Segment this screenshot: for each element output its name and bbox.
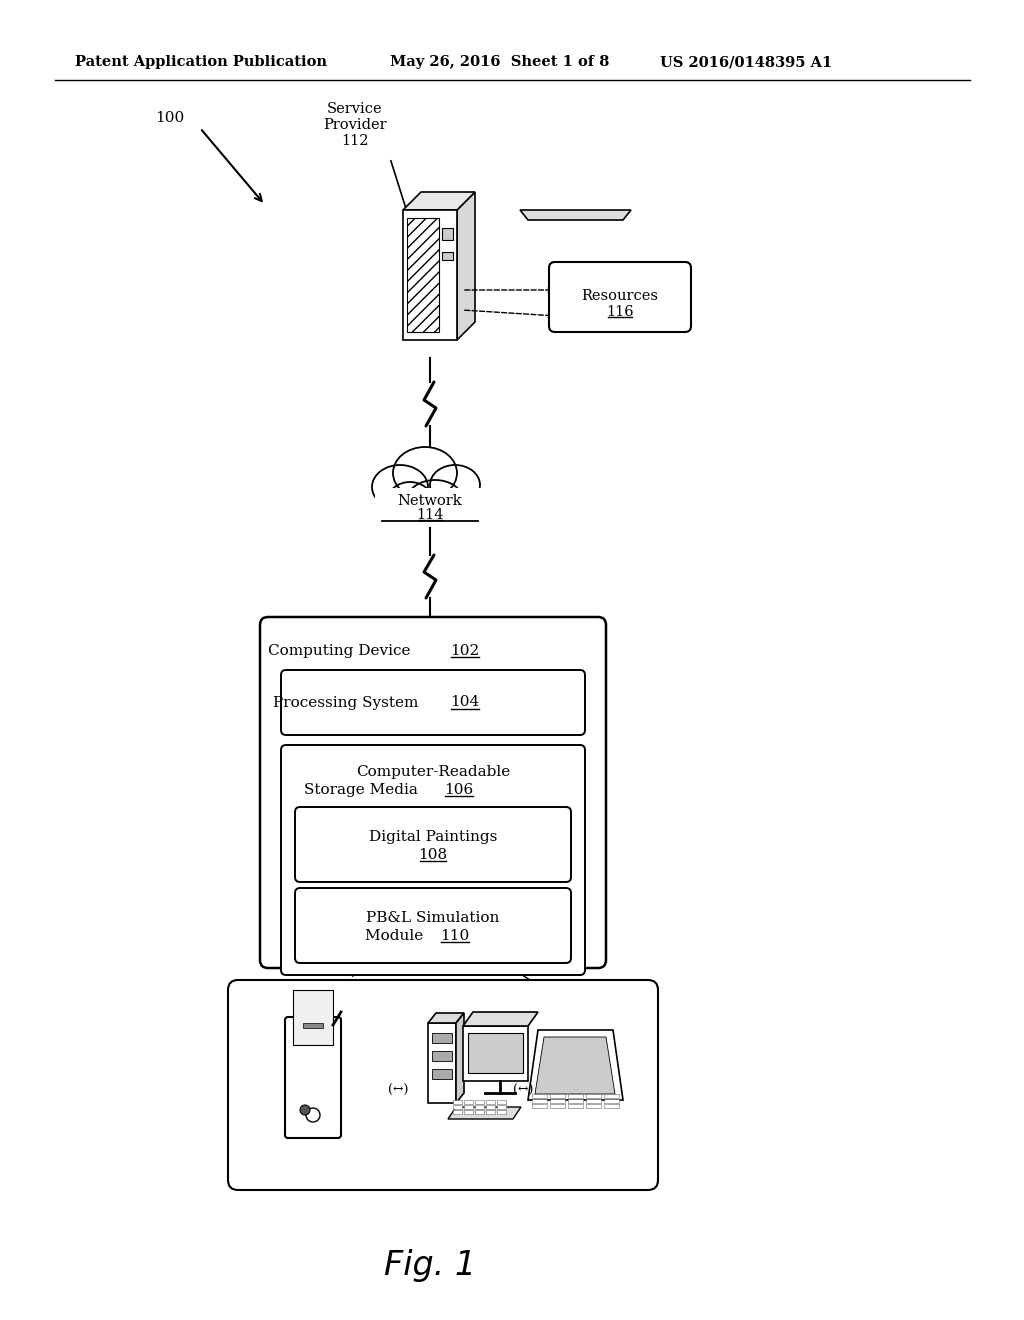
Polygon shape bbox=[463, 1012, 538, 1026]
FancyBboxPatch shape bbox=[549, 261, 691, 333]
Bar bbox=[432, 1034, 452, 1043]
Bar bbox=[475, 1105, 484, 1109]
Text: 104: 104 bbox=[451, 696, 479, 710]
Polygon shape bbox=[535, 1038, 615, 1094]
FancyBboxPatch shape bbox=[228, 979, 658, 1191]
Polygon shape bbox=[428, 1023, 456, 1104]
Bar bbox=[468, 1034, 523, 1073]
Bar bbox=[486, 1105, 495, 1109]
Text: 110: 110 bbox=[440, 929, 470, 942]
Bar bbox=[464, 1100, 473, 1104]
Polygon shape bbox=[407, 218, 439, 333]
Bar bbox=[586, 1104, 601, 1107]
Text: Digital Paintings: Digital Paintings bbox=[369, 830, 498, 843]
Bar bbox=[532, 1094, 547, 1098]
Text: 108: 108 bbox=[419, 847, 447, 862]
Bar bbox=[293, 990, 333, 1045]
FancyBboxPatch shape bbox=[295, 888, 571, 964]
Polygon shape bbox=[463, 1026, 528, 1081]
Circle shape bbox=[300, 1105, 310, 1115]
Bar bbox=[550, 1104, 565, 1107]
Text: 100: 100 bbox=[155, 111, 184, 125]
Bar bbox=[497, 1110, 506, 1114]
Bar bbox=[568, 1100, 583, 1104]
Bar bbox=[497, 1100, 506, 1104]
Bar bbox=[568, 1094, 583, 1098]
Ellipse shape bbox=[388, 482, 432, 517]
Bar bbox=[586, 1094, 601, 1098]
Ellipse shape bbox=[430, 465, 480, 506]
Bar bbox=[453, 1110, 462, 1114]
Bar bbox=[475, 1100, 484, 1104]
Bar bbox=[453, 1100, 462, 1104]
Ellipse shape bbox=[372, 465, 428, 510]
Bar bbox=[432, 1069, 452, 1078]
Bar bbox=[453, 1105, 462, 1109]
FancyBboxPatch shape bbox=[295, 807, 571, 882]
FancyBboxPatch shape bbox=[285, 1016, 341, 1138]
Bar bbox=[442, 228, 453, 240]
Text: Service
Provider
112: Service Provider 112 bbox=[324, 102, 387, 148]
Circle shape bbox=[306, 1107, 319, 1122]
Bar bbox=[604, 1100, 618, 1104]
Text: Fig. 1: Fig. 1 bbox=[384, 1249, 476, 1282]
Bar bbox=[486, 1100, 495, 1104]
FancyBboxPatch shape bbox=[260, 616, 606, 968]
Bar bbox=[586, 1100, 601, 1104]
Bar bbox=[550, 1100, 565, 1104]
Bar bbox=[486, 1110, 495, 1114]
Text: Patent Application Publication: Patent Application Publication bbox=[75, 55, 327, 69]
Text: Network: Network bbox=[397, 494, 462, 508]
Bar bbox=[464, 1110, 473, 1114]
Text: May 26, 2016  Sheet 1 of 8: May 26, 2016 Sheet 1 of 8 bbox=[390, 55, 609, 69]
Bar bbox=[497, 1105, 506, 1109]
Bar bbox=[464, 1105, 473, 1109]
Bar bbox=[604, 1104, 618, 1107]
Polygon shape bbox=[403, 210, 457, 341]
Text: Computer-Readable: Computer-Readable bbox=[356, 766, 510, 779]
Bar bbox=[532, 1104, 547, 1107]
Text: Processing System: Processing System bbox=[272, 696, 423, 710]
Ellipse shape bbox=[407, 480, 463, 520]
Polygon shape bbox=[449, 1107, 521, 1119]
Text: 116: 116 bbox=[606, 305, 634, 319]
Polygon shape bbox=[457, 191, 475, 341]
Bar bbox=[303, 1023, 323, 1028]
Text: (↔): (↔) bbox=[388, 1084, 409, 1097]
FancyBboxPatch shape bbox=[281, 744, 585, 975]
Bar bbox=[568, 1104, 583, 1107]
Bar bbox=[475, 1110, 484, 1114]
Text: 102: 102 bbox=[451, 644, 479, 657]
Bar bbox=[532, 1100, 547, 1104]
Bar bbox=[550, 1094, 565, 1098]
Polygon shape bbox=[428, 1012, 464, 1023]
Text: PB&L Simulation: PB&L Simulation bbox=[367, 911, 500, 925]
Text: Storage Media: Storage Media bbox=[304, 783, 423, 797]
Text: (↔): (↔) bbox=[513, 1084, 534, 1097]
Text: US 2016/0148395 A1: US 2016/0148395 A1 bbox=[660, 55, 833, 69]
Text: Resources: Resources bbox=[582, 289, 658, 304]
Bar bbox=[375, 488, 485, 523]
Polygon shape bbox=[403, 191, 475, 210]
Polygon shape bbox=[520, 210, 631, 220]
Bar bbox=[442, 252, 453, 260]
Bar bbox=[604, 1094, 618, 1098]
Text: Computing Device: Computing Device bbox=[267, 644, 415, 657]
Polygon shape bbox=[456, 1012, 464, 1104]
Ellipse shape bbox=[393, 447, 457, 499]
Bar bbox=[432, 1051, 452, 1061]
Text: 106: 106 bbox=[444, 783, 474, 797]
FancyBboxPatch shape bbox=[281, 671, 585, 735]
Polygon shape bbox=[528, 1030, 623, 1100]
Text: 114: 114 bbox=[416, 508, 443, 521]
Text: Module: Module bbox=[365, 929, 428, 942]
